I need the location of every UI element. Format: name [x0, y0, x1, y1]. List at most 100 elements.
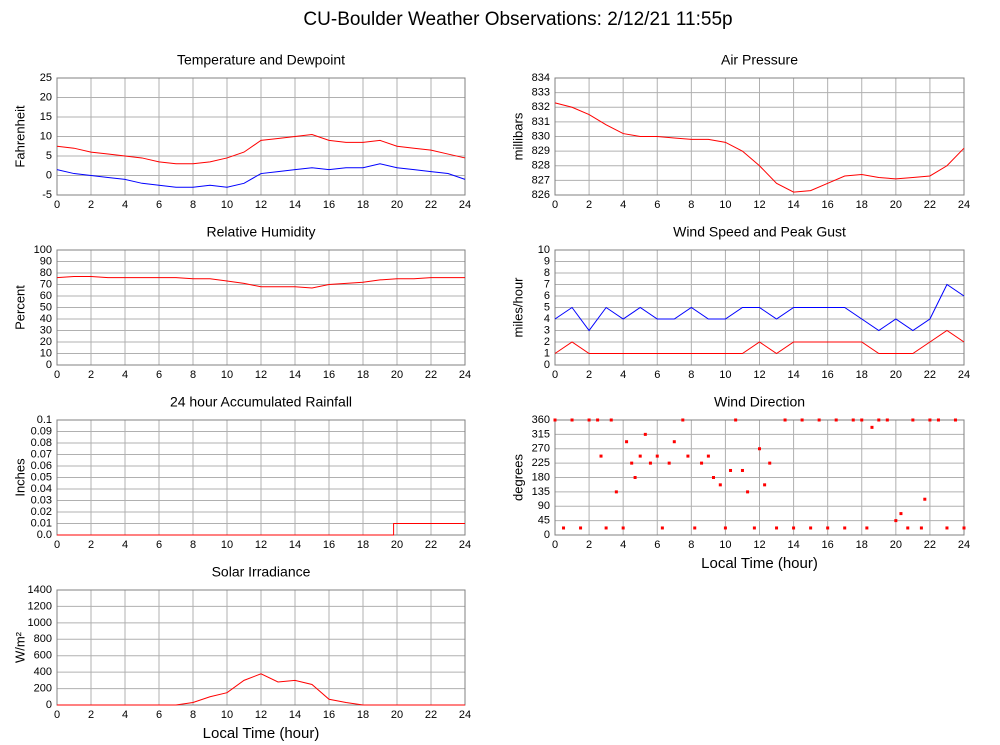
x-tick-label: 12: [255, 369, 267, 381]
x-tick-label: 22: [924, 539, 936, 551]
panel-title: Air Pressure: [721, 52, 798, 68]
x-tick-label: 0: [552, 369, 558, 381]
y-tick-label: 1: [544, 347, 550, 359]
data-point: [655, 454, 659, 458]
y-tick-label: 360: [532, 414, 550, 426]
x-tick-label: 4: [122, 709, 128, 721]
data-point: [860, 418, 864, 422]
y-tick-label: 800: [34, 633, 52, 645]
data-point: [919, 526, 923, 530]
x-tick-label: 16: [822, 539, 834, 551]
x-axis-label: Local Time (hour): [701, 555, 818, 572]
plot-frame: [554, 249, 965, 366]
x-tick-label: 10: [221, 369, 233, 381]
x-tick-label: 16: [822, 199, 834, 211]
data-point: [870, 425, 874, 429]
data-point: [746, 490, 750, 494]
x-tick-label: 6: [156, 199, 162, 211]
y-tick-label: 1200: [28, 600, 52, 612]
data-line: [554, 329, 965, 355]
x-tick-label: 2: [88, 369, 94, 381]
x-tick-label: 14: [787, 539, 799, 551]
data-point: [945, 526, 949, 530]
data-point: [633, 476, 637, 479]
y-tick-label: 45: [538, 515, 550, 527]
x-tick-label: 16: [323, 199, 335, 211]
y-tick-label: 10: [40, 130, 52, 142]
x-tick-label: 18: [357, 369, 369, 381]
y-tick-label: 225: [532, 457, 550, 469]
y-tick-label: 600: [34, 650, 52, 662]
x-tick-label: 2: [88, 199, 94, 211]
x-tick-label: 10: [719, 199, 731, 211]
x-tick-label: 0: [552, 539, 558, 551]
data-point: [621, 526, 625, 530]
y-tick-label: 270: [532, 443, 550, 455]
x-tick-label: 12: [753, 539, 765, 551]
data-point: [599, 454, 603, 458]
data-point: [740, 468, 744, 472]
data-point: [596, 418, 600, 422]
y-tick-label: 0: [46, 359, 52, 371]
data-point: [851, 418, 855, 422]
y-tick-label: 50: [40, 301, 52, 313]
x-tick-label: 24: [958, 539, 970, 551]
x-tick-label: 2: [88, 539, 94, 551]
y-tick-label: 10: [40, 347, 52, 359]
x-tick-label: 12: [255, 199, 267, 211]
x-tick-label: 16: [323, 539, 335, 551]
data-line: [56, 275, 465, 289]
y-tick-label: 5: [46, 150, 52, 162]
x-tick-label: 22: [425, 199, 437, 211]
data-point: [630, 461, 634, 465]
y-axis-label: W/m²: [12, 631, 27, 663]
y-tick-label: 8: [544, 267, 550, 279]
x-tick-label: 2: [586, 199, 592, 211]
x-tick-label: 0: [54, 539, 60, 551]
y-tick-label: -5: [42, 189, 52, 201]
x-tick-label: 14: [787, 369, 799, 381]
x-tick-label: 20: [391, 709, 403, 721]
x-tick-label: 20: [890, 369, 902, 381]
x-tick-label: 6: [654, 369, 660, 381]
data-point: [792, 526, 796, 530]
x-tick-label: 24: [459, 709, 471, 721]
data-point: [843, 526, 847, 530]
y-tick-label: 4: [544, 313, 550, 325]
y-tick-label: 80: [40, 267, 52, 279]
y-tick-label: 0.0: [37, 529, 52, 541]
data-point: [648, 461, 652, 465]
data-point: [562, 526, 566, 530]
y-tick-label: 315: [532, 428, 550, 440]
x-tick-label: 8: [688, 199, 694, 211]
y-tick-label: 829: [532, 145, 550, 157]
y-tick-label: 834: [532, 72, 550, 84]
x-tick-label: 24: [958, 369, 970, 381]
x-tick-label: 4: [122, 199, 128, 211]
x-tick-label: 20: [391, 539, 403, 551]
data-point: [638, 454, 642, 458]
x-tick-label: 14: [289, 539, 301, 551]
y-tick-label: 200: [34, 682, 52, 694]
panel-title: Solar Irradiance: [212, 564, 311, 580]
x-tick-label: 2: [586, 539, 592, 551]
y-tick-label: 0.09: [31, 425, 52, 437]
data-point: [962, 526, 966, 530]
panel-title: Relative Humidity: [207, 224, 316, 240]
y-tick-label: 180: [532, 471, 550, 483]
data-point: [614, 490, 618, 494]
data-point: [809, 526, 813, 530]
y-tick-label: 9: [544, 255, 550, 267]
data-point: [911, 418, 915, 422]
y-tick-label: 15: [40, 111, 52, 123]
y-tick-label: 0.04: [31, 483, 52, 495]
plot-frame: [554, 419, 965, 536]
data-point: [718, 483, 722, 487]
data-line: [554, 102, 965, 193]
data-point: [706, 454, 710, 458]
data-point: [894, 519, 898, 523]
y-tick-label: 830: [532, 130, 550, 142]
y-tick-label: 0: [544, 359, 550, 371]
y-tick-label: 400: [34, 666, 52, 678]
